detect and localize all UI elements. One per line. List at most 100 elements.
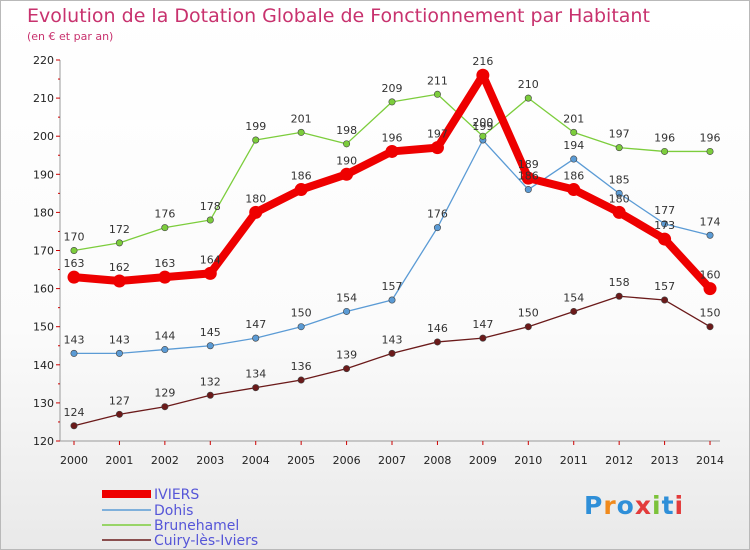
data-point [706,323,714,331]
data-point [161,224,169,232]
data-label: 150 [291,307,312,320]
data-label: 200 [472,116,493,129]
data-label: 194 [563,139,584,152]
data-point [70,422,78,430]
data-point [115,239,123,247]
chart-series [67,68,717,430]
logo-letter: i [652,491,662,520]
chart-title: Evolution de la Dotation Globale de Fonc… [27,5,650,27]
data-point [476,68,490,82]
data-point [430,141,444,155]
data-label: 196 [654,131,675,144]
data-label: 164 [200,253,221,266]
data-label: 132 [200,375,221,388]
data-label: 139 [336,349,357,362]
data-point [343,140,351,148]
data-label: 146 [427,322,448,335]
legend-label: IVIERS [154,487,199,503]
data-label: 176 [154,208,175,221]
x-tick-label: 2010 [514,454,542,467]
data-label: 143 [109,333,130,346]
data-label: 158 [609,276,630,289]
data-label: 163 [154,257,175,270]
data-point [388,296,396,304]
data-label: 209 [382,82,403,95]
data-label: 177 [654,204,675,217]
y-tick-label: 130 [33,397,54,410]
y-tick-label: 160 [33,283,54,296]
data-label: 197 [427,128,448,141]
legend-label: Dohis [154,503,193,519]
data-point [570,155,578,163]
data-point [112,274,126,288]
x-tick-label: 2005 [287,454,315,467]
data-point [297,376,305,384]
x-tick-label: 2012 [605,454,633,467]
data-label: 157 [382,280,403,293]
data-point [388,98,396,106]
y-tick-label: 140 [33,359,54,372]
data-label: 157 [654,280,675,293]
y-tick-label: 200 [33,130,54,143]
data-point [479,132,487,140]
x-tick-label: 2002 [151,454,179,467]
data-point [161,346,169,354]
data-point [203,266,217,280]
data-label: 211 [427,74,448,87]
data-point [161,403,169,411]
x-tick-label: 2007 [378,454,406,467]
data-label: 150 [518,307,539,320]
data-label: 180 [609,192,630,205]
data-label: 160 [700,269,721,282]
data-point [115,349,123,357]
series-line-Cuiry-lès-Iviers [73,295,711,427]
data-point [703,282,717,296]
data-point [206,216,214,224]
data-point [661,147,669,155]
data-label: 150 [700,307,721,320]
y-tick-label: 170 [33,245,54,258]
data-label: 154 [336,291,357,304]
data-label: 143 [382,333,403,346]
logo-letter: i [674,491,685,520]
data-point [706,147,714,155]
data-label: 143 [64,333,85,346]
x-tick-label: 2001 [105,454,133,467]
data-label: 145 [200,326,221,339]
x-tick-label: 2009 [469,454,497,467]
data-label: 147 [472,318,493,331]
data-label: 144 [154,330,175,343]
data-point [570,128,578,136]
x-tick-label: 2000 [60,454,88,467]
data-point [343,365,351,373]
x-tick-label: 2008 [423,454,451,467]
data-label: 190 [336,154,357,167]
data-label: 136 [291,360,312,373]
data-point [524,323,532,331]
chart-axes: 120 130 140 150 160 170 180 190 200 210 220 2000 200… [33,54,724,467]
data-point [340,167,354,181]
chart-subtitle: (en € et par an) [27,30,114,43]
data-point [570,307,578,315]
y-tick-label: 150 [33,321,54,334]
data-point [661,296,669,304]
data-point [67,270,81,284]
data-point [612,205,626,219]
y-tick-label: 220 [33,54,54,67]
data-label: 185 [609,173,630,186]
data-point [615,144,623,152]
x-tick-label: 2013 [651,454,679,467]
data-point [252,136,260,144]
data-point [479,334,487,342]
logo-letter: P [584,491,604,520]
data-point [297,323,305,331]
data-label: 170 [64,231,85,244]
data-label: 196 [700,131,721,144]
data-label: 129 [154,387,175,400]
data-point [661,220,669,228]
data-labels: 124 127 129 132 134 136 139 143 146 147 150 154 158 1… [64,55,721,419]
data-label: 172 [109,223,130,236]
x-tick-label: 2003 [196,454,224,467]
data-label: 180 [245,192,266,205]
